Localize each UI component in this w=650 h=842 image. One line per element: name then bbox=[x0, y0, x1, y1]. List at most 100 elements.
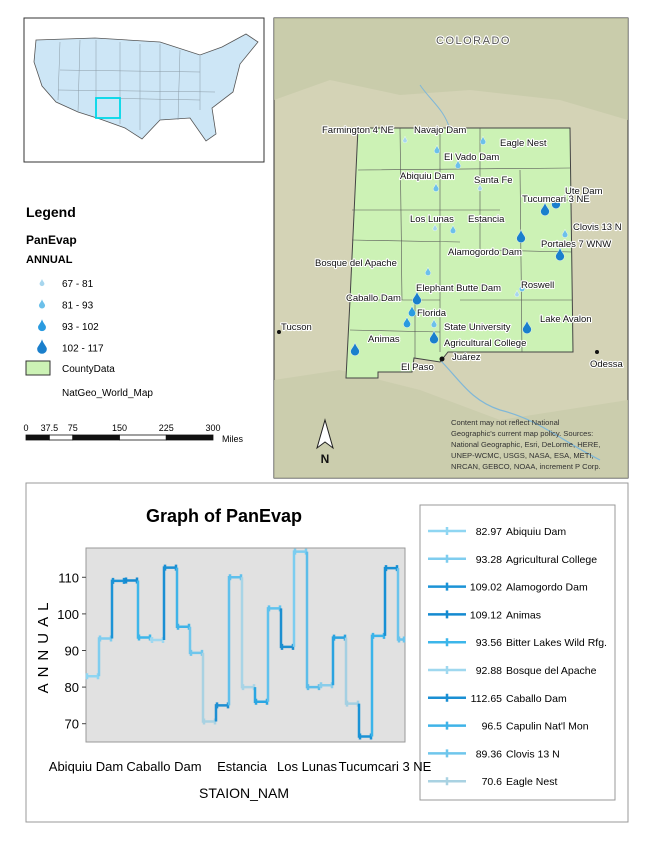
city-dot bbox=[277, 330, 281, 334]
map-label: Ute Dam bbox=[565, 186, 603, 197]
river bbox=[419, 84, 451, 131]
y-tick-label: 110 bbox=[58, 570, 79, 585]
map-label: Estancia bbox=[468, 214, 505, 225]
layer-name: PanEvap bbox=[26, 233, 77, 247]
legend-swatch bbox=[428, 638, 466, 647]
north-arrow-shape bbox=[316, 418, 334, 450]
class-label: 93 - 102 bbox=[62, 322, 99, 333]
map-label: Navajo Dam bbox=[414, 125, 466, 136]
plot-area bbox=[85, 547, 406, 743]
map-label: Elephant Butte Dam bbox=[416, 283, 501, 294]
legend-swatch bbox=[428, 582, 466, 591]
y-tick-label: 70 bbox=[65, 717, 79, 732]
station-symbol bbox=[432, 182, 440, 192]
chart-title: Graph of PanEvap bbox=[146, 506, 302, 526]
map-label: Santa Fe bbox=[474, 175, 513, 186]
legend-value: 82.97 bbox=[476, 526, 502, 538]
map-label: El Vado Dam bbox=[444, 152, 499, 163]
basemap-layer: NatGeo_World_Map bbox=[62, 388, 153, 399]
legend-label: Clovis 13 N bbox=[506, 748, 560, 760]
scale-label: 150 bbox=[112, 423, 127, 433]
legend-label: Eagle Nest bbox=[506, 776, 557, 788]
chart-legend-box bbox=[419, 504, 616, 801]
station-symbol bbox=[479, 135, 487, 145]
terrain bbox=[274, 370, 628, 478]
legend-swatch bbox=[428, 666, 466, 674]
station-symbol bbox=[514, 289, 520, 298]
class-label: 67 - 81 bbox=[62, 279, 94, 290]
scale-segment bbox=[72, 434, 120, 441]
station-symbol bbox=[350, 341, 360, 356]
extent-box bbox=[95, 97, 121, 119]
scale-unit: Miles bbox=[222, 434, 244, 444]
legend-swatch bbox=[428, 693, 466, 702]
legend-swatch bbox=[428, 610, 466, 619]
usa-outline bbox=[33, 33, 259, 142]
disclaimer-line: NRCAN, GEBCO, NOAA, increment P Corp. bbox=[451, 462, 601, 471]
station-symbol bbox=[430, 318, 438, 328]
legend-value: 70.6 bbox=[482, 776, 503, 788]
chart: Graph of PanEvap STAION_NAM ANNUAL 70 80 9… bbox=[35, 504, 616, 801]
station-symbol bbox=[408, 305, 416, 317]
legend-swatch bbox=[428, 721, 466, 730]
main-map: COLORADO Farmington 4 NE Navajo Dam Eagle N… bbox=[273, 17, 629, 479]
x-axis-title: STAION_NAM bbox=[199, 785, 289, 801]
station-symbol bbox=[432, 223, 438, 232]
x-tick-label: Los Lunas bbox=[277, 759, 337, 774]
station-symbol bbox=[516, 228, 526, 243]
county-layer: CountyData bbox=[62, 364, 115, 375]
station-symbol bbox=[449, 224, 457, 234]
disclaimer: Content may not reflect National Geograph… bbox=[451, 418, 601, 471]
class-label: 81 - 93 bbox=[62, 301, 94, 312]
north-arrow: N bbox=[316, 418, 334, 466]
legend-value: 93.56 bbox=[476, 637, 502, 649]
map-label: Farmington 4 NE bbox=[322, 125, 394, 136]
legend-title: Legend bbox=[26, 204, 76, 220]
map-label: Odessa bbox=[590, 359, 623, 370]
y-tick-label: 80 bbox=[65, 680, 79, 695]
class-symbol bbox=[39, 278, 45, 287]
map-label: Juárez bbox=[452, 352, 481, 363]
station-symbol bbox=[429, 329, 439, 344]
map-labels: COLORADO Farmington 4 NE Navajo Dam Eagle N… bbox=[280, 34, 625, 374]
map-label: Lake Avalon bbox=[540, 314, 592, 325]
map-legend: Legend PanEvap ANNUAL 67 - 81 81 - 93 93 -… bbox=[25, 204, 153, 399]
county-swatch bbox=[25, 360, 51, 376]
scale-label: 300 bbox=[205, 423, 220, 433]
legend-label: Bitter Lakes Wild Rfg. bbox=[506, 637, 607, 649]
station-symbol bbox=[518, 282, 526, 292]
scale-label: 37.5 bbox=[41, 423, 59, 433]
legend-label: Bosque del Apache bbox=[506, 665, 597, 677]
map-label: Caballo Dam bbox=[346, 293, 401, 304]
legend-label: Alamogordo Dam bbox=[506, 582, 588, 594]
map-label: Tucumcari 3 NE bbox=[522, 194, 590, 205]
step bbox=[396, 568, 406, 643]
x-tick-label: Estancia bbox=[217, 759, 268, 774]
disclaimer-line: Content may not reflect National bbox=[451, 418, 560, 427]
class-symbol bbox=[37, 339, 47, 354]
scale-label: 225 bbox=[159, 423, 174, 433]
disclaimer-line: National Geographic, Esri, DeLorme, HERE… bbox=[451, 440, 600, 449]
station-symbols bbox=[350, 135, 569, 356]
y-tick-label: 100 bbox=[57, 607, 79, 622]
station-symbol bbox=[561, 228, 569, 238]
station-symbol bbox=[454, 159, 462, 169]
station-symbol bbox=[424, 266, 432, 276]
station-symbol bbox=[540, 201, 550, 216]
x-tick-label: Caballo Dam bbox=[126, 759, 201, 774]
new-mexico-counties bbox=[345, 127, 574, 379]
disclaimer-line: Geographic's current map policy. Sources… bbox=[451, 429, 593, 438]
map-label: COLORADO bbox=[436, 35, 511, 47]
map-label: Portales 7 WNW bbox=[541, 239, 611, 250]
map-label: Roswell bbox=[521, 280, 554, 291]
legend-swatch bbox=[428, 749, 466, 758]
legend-value: 109.12 bbox=[470, 609, 502, 621]
x-tick-label: Abiquiu Dam bbox=[49, 759, 123, 774]
scale-segment bbox=[119, 434, 167, 441]
map-label: State University bbox=[444, 322, 511, 333]
north-label: N bbox=[321, 452, 330, 466]
legend-label: Caballo Dam bbox=[506, 693, 567, 705]
